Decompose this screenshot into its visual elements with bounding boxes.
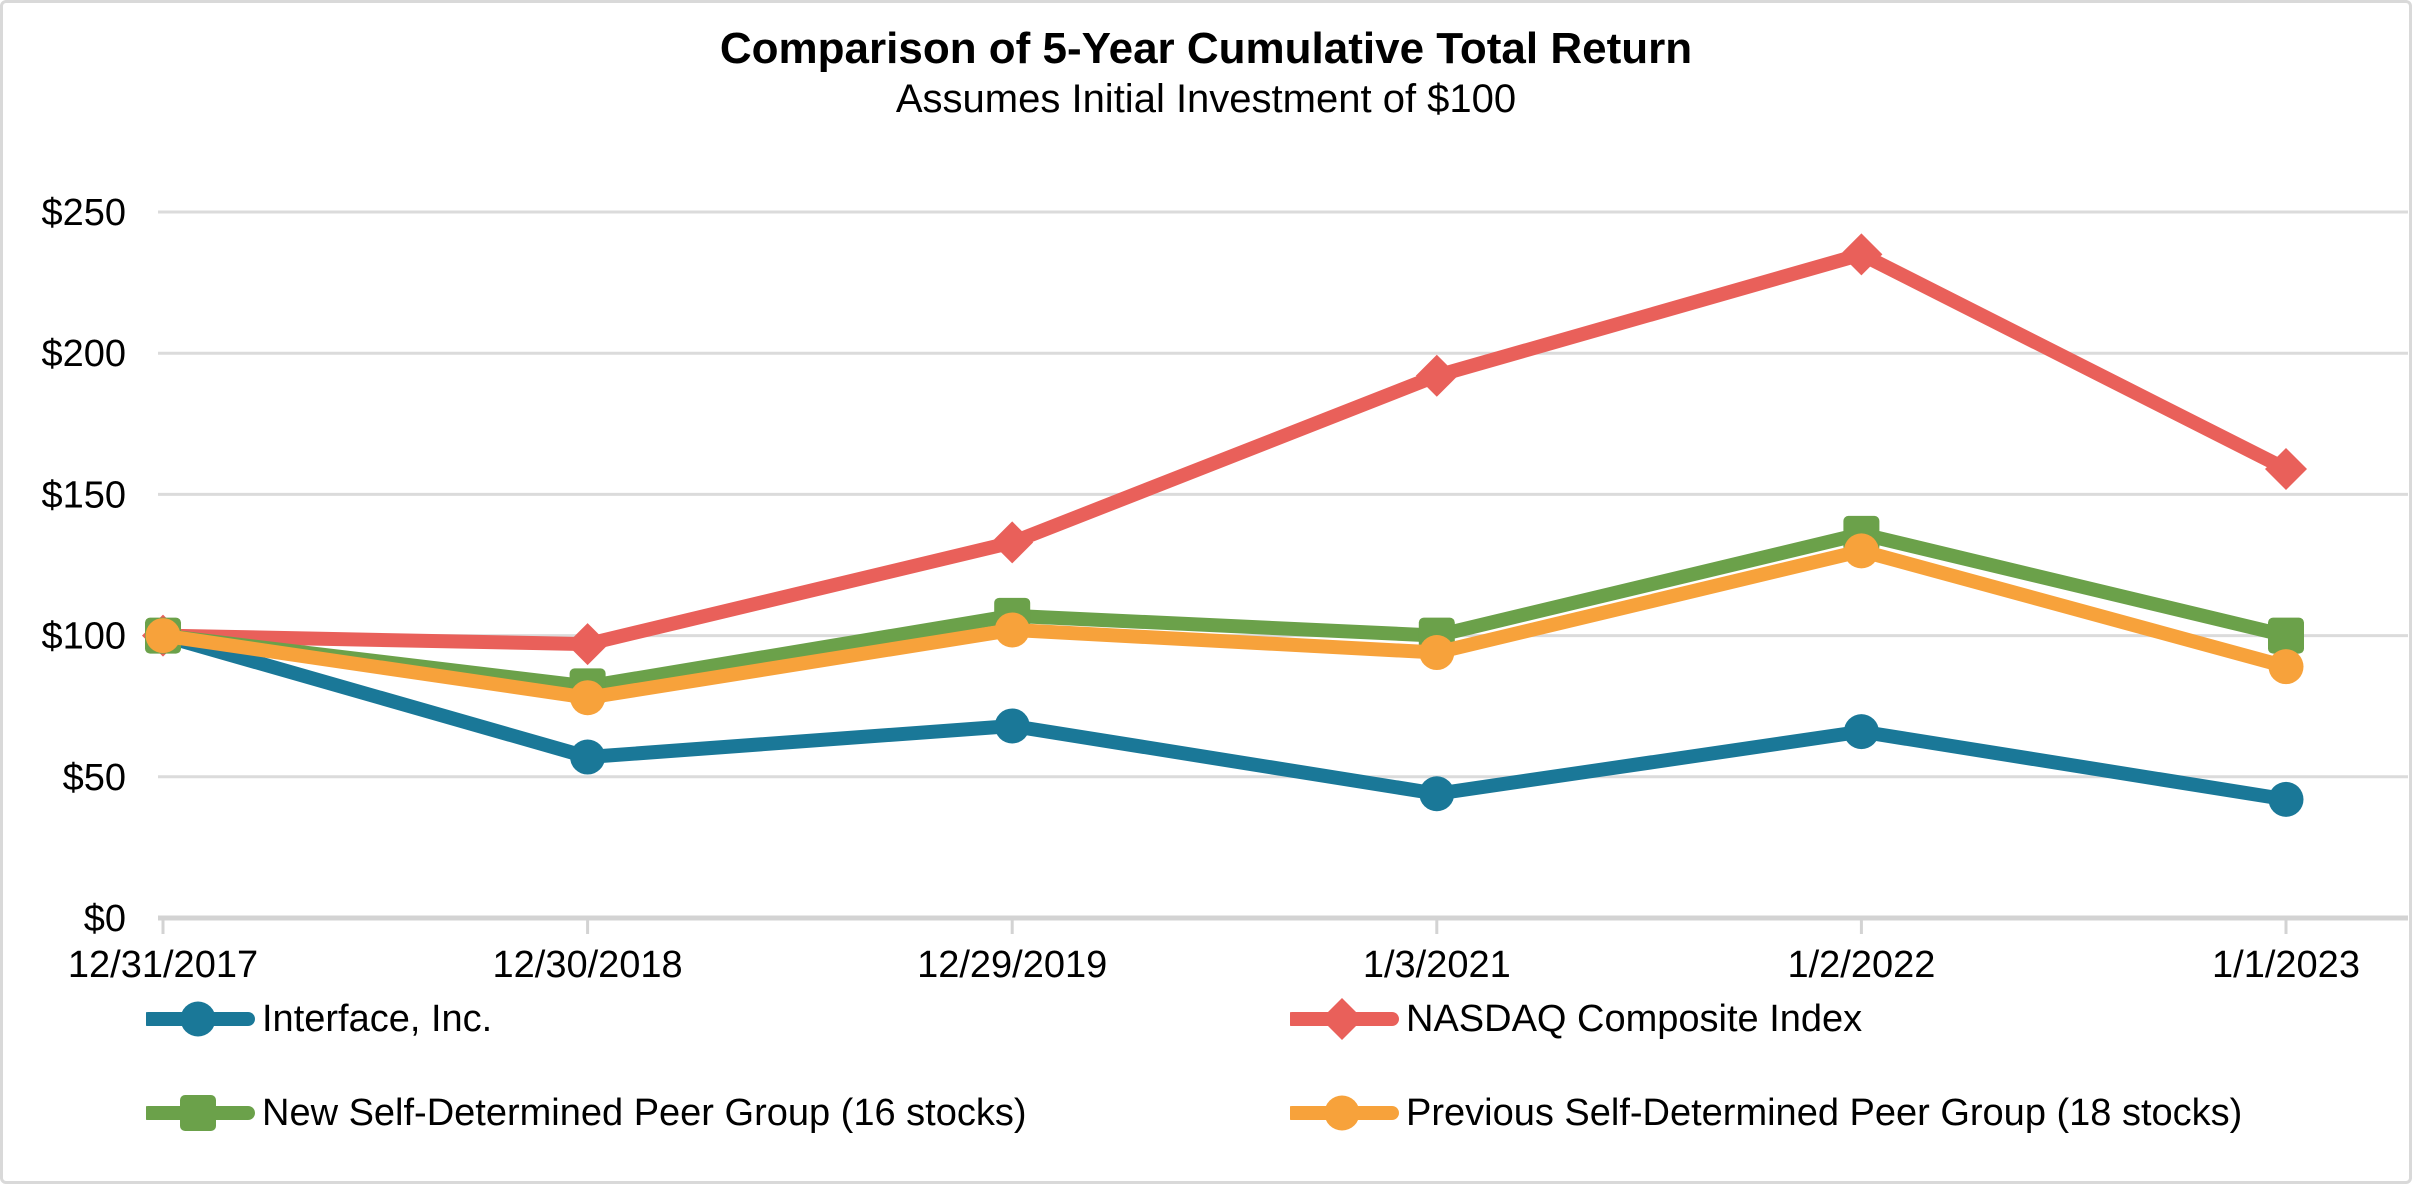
y-axis-label: $0 [84, 898, 126, 940]
marker-square-new-self-determined-peer-group-16-stocks-5 [2268, 617, 2304, 654]
marker-diamond-nasdaq-composite-index-2 [991, 521, 1034, 564]
chart-title: Comparison of 5-Year Cumulative Total Re… [719, 24, 1693, 73]
marker-circle-interface-inc-5 [2268, 781, 2304, 817]
y-axis-label: $250 [41, 192, 126, 234]
legend-item-nasdaq-composite-index: NASDAQ Composite Index [1290, 997, 1862, 1041]
marker-circle-previous-self-determined-peer-group-18-stocks-3 [1419, 635, 1455, 671]
series-nasdaq-composite-index [142, 233, 2307, 666]
x-axis-label: 12/30/2018 [493, 944, 683, 986]
legend-marker-square-new-self-determined-peer-group [146, 1095, 255, 1131]
x-axis-label: 1/2/2022 [1787, 944, 1935, 986]
legend-item-interface-inc: Interface, Inc. [146, 997, 492, 1041]
legend-circle-icon [180, 1001, 216, 1037]
series-line-new-self-determined-peer-group-16-stocks [156, 526, 2293, 694]
series-line-interface-inc [156, 628, 2293, 807]
marker-circle-interface-inc-4 [1843, 714, 1879, 750]
y-axis-label: $150 [41, 474, 126, 516]
marker-circle-previous-self-determined-peer-group-18-stocks-0 [145, 618, 181, 654]
y-axis-label: $50 [63, 757, 126, 799]
legend-diamond-icon [1321, 998, 1363, 1040]
marker-circle-previous-self-determined-peer-group-18-stocks-5 [2268, 649, 2304, 685]
x-axis-label: 1/3/2021 [1363, 944, 1511, 986]
legend-label: New Self-Determined Peer Group (16 stock… [262, 1091, 1027, 1134]
x-axis-label: 12/31/2017 [68, 944, 258, 986]
y-axis-label: $100 [41, 616, 126, 658]
marker-diamond-nasdaq-composite-index-3 [1415, 354, 1458, 397]
legend-circle-icon [1324, 1095, 1360, 1131]
x-axis-label: 1/1/2023 [2212, 944, 2360, 986]
marker-circle-previous-self-determined-peer-group-18-stocks-4 [1843, 533, 1879, 569]
marker-circle-interface-inc-2 [994, 708, 1030, 744]
series-previous-self-determined-peer-group-18-stocks [145, 533, 2304, 716]
legend-label: Previous Self-Determined Peer Group (18 … [1406, 1091, 2243, 1134]
marker-circle-interface-inc-3 [1419, 776, 1455, 812]
y-axis-label: $200 [41, 333, 126, 375]
marker-diamond-nasdaq-composite-index-1 [566, 623, 609, 666]
legend-marker-circle-interface-inc [146, 1001, 255, 1037]
x-axis-label: 12/29/2019 [917, 944, 1107, 986]
legend-label: NASDAQ Composite Index [1406, 997, 1863, 1040]
legend-marker-circle-previous-self-determined-peer-group [1290, 1095, 1399, 1131]
series-line-nasdaq-composite-index [156, 247, 2293, 652]
legend-marker-diamond-nasdaq-composite-index [1290, 998, 1399, 1040]
series-line-previous-self-determined-peer-group-18-stocks [156, 543, 2293, 705]
line-chart-plot-area: $0 $50 $100 $150 $200 $250 12/31/2017 12/30/201… [41, 192, 2408, 986]
legend-item-new-self-determined-peer-group: New Self-Determined Peer Group (16 stock… [146, 1091, 1027, 1135]
legend-square-icon [180, 1095, 216, 1131]
marker-circle-previous-self-determined-peer-group-18-stocks-1 [570, 680, 606, 716]
marker-circle-previous-self-determined-peer-group-18-stocks-2 [994, 612, 1030, 648]
marker-circle-interface-inc-1 [570, 739, 606, 775]
marker-diamond-nasdaq-composite-index-4 [1840, 233, 1883, 276]
legend-item-previous-self-determined-peer-group: Previous Self-Determined Peer Group (18 … [1290, 1091, 2242, 1135]
legend-label: Interface, Inc. [262, 997, 493, 1040]
marker-diamond-nasdaq-composite-index-5 [2265, 447, 2307, 490]
chart-subtitle: Assumes Initial Investment of $100 [895, 77, 1517, 121]
